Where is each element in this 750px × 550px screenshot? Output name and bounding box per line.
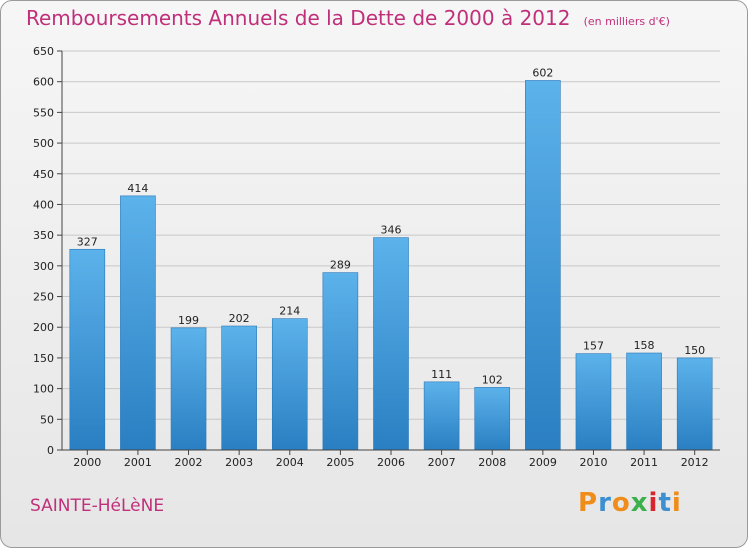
value-label: 157 (583, 340, 604, 353)
bar-2005 (322, 272, 359, 451)
bar-2000 (69, 248, 106, 451)
chart-header: Remboursements Annuels de la Dette de 20… (26, 6, 670, 30)
x-tick-label: 2009 (529, 456, 557, 469)
x-tick-label: 2007 (428, 456, 456, 469)
logo-letter: P (578, 488, 599, 518)
x-tick-label: 2008 (478, 456, 506, 469)
chart-title: Remboursements Annuels de la Dette de 20… (26, 6, 571, 30)
proxiti-logo: Proxiti (578, 488, 682, 518)
axes: 0 50 100 150 200 250 300 350 400 450 500 550 600 650 2… (33, 45, 720, 469)
logo-letter: t (658, 488, 672, 518)
value-label: 202 (229, 312, 250, 325)
value-label: 327 (77, 235, 98, 248)
logo-letter: r (598, 488, 612, 518)
y-tick-label: 500 (33, 137, 54, 150)
city-name: SAINTE-HéLèNE (30, 496, 165, 516)
x-tick-label: 2010 (579, 456, 607, 469)
y-tick-label: 550 (33, 106, 54, 119)
x-tick-label: 2000 (73, 456, 101, 469)
bar-2010 (575, 353, 612, 451)
x-tick-label: 2005 (326, 456, 354, 469)
logo-letter: i (648, 488, 659, 518)
chart-subtitle: (en milliers d'€) (583, 15, 670, 28)
y-tick-label: 300 (33, 260, 54, 273)
value-label: 602 (532, 66, 553, 79)
logo-letter: x (630, 488, 649, 518)
x-tick-label: 2001 (124, 456, 152, 469)
x-tick-label: 2006 (377, 456, 405, 469)
bar-2001 (120, 195, 156, 451)
x-tick-label: 2002 (175, 456, 203, 469)
y-tick-label: 200 (33, 321, 54, 334)
value-label: 102 (482, 373, 503, 386)
y-tick-label: 250 (33, 291, 54, 304)
value-label: 111 (431, 368, 452, 381)
value-label: 158 (634, 339, 655, 352)
bar-2009 (525, 80, 561, 451)
value-label: 289 (330, 259, 351, 272)
x-tick-label: 2003 (225, 456, 253, 469)
bar-2002 (170, 327, 207, 451)
bar-2012 (676, 357, 713, 451)
value-label: 199 (178, 314, 199, 327)
y-tick-label: 650 (33, 45, 54, 58)
logo-letter: o (611, 488, 631, 518)
bar-2007 (423, 381, 460, 451)
x-tick-label: 2004 (276, 456, 304, 469)
bar-2006 (373, 237, 409, 451)
y-tick-label: 400 (33, 198, 54, 211)
value-label: 150 (684, 344, 705, 357)
bar-2003 (221, 325, 257, 451)
y-tick-label: 150 (33, 352, 54, 365)
value-label: 214 (279, 305, 300, 318)
y-tick-label: 0 (47, 444, 54, 457)
x-tick-label: 2012 (681, 456, 709, 469)
y-tick-label: 100 (33, 383, 54, 396)
bar-2004 (271, 318, 308, 451)
y-tick-label: 450 (33, 168, 54, 181)
value-label: 346 (381, 224, 402, 237)
bar-2011 (626, 352, 662, 451)
y-tick-label: 50 (40, 413, 54, 426)
logo-letter: i (671, 488, 682, 518)
y-tick-label: 600 (33, 76, 54, 89)
bars: 327 414 199 202 214 289 346 111 102 602 157 158 150 (69, 66, 713, 451)
y-tick-label: 350 (33, 229, 54, 242)
x-tick-label: 2011 (630, 456, 658, 469)
bar-2008 (474, 387, 511, 451)
value-label: 414 (127, 182, 148, 195)
